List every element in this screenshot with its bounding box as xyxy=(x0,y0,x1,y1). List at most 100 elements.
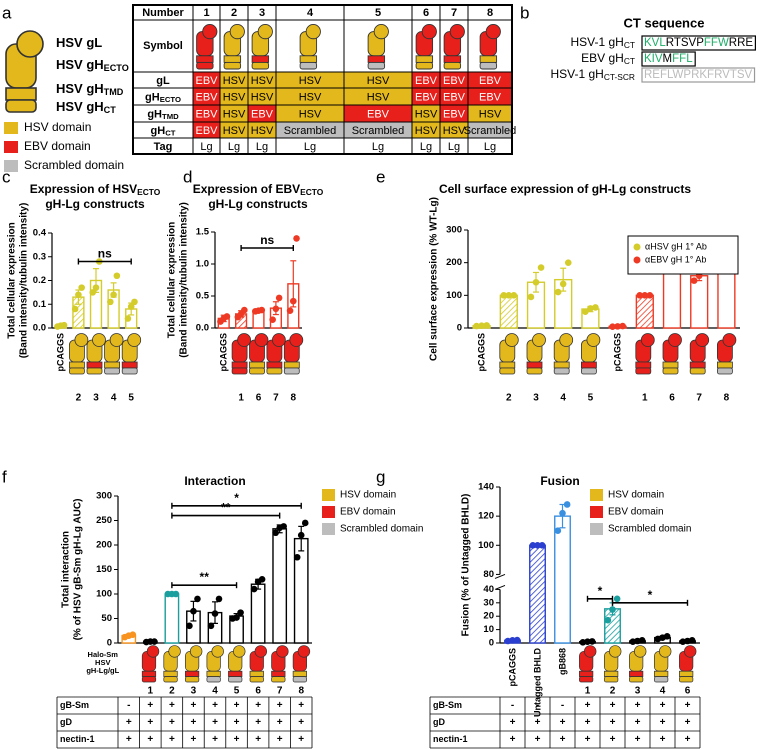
icon-tmd xyxy=(196,55,214,63)
icon-gl xyxy=(668,333,682,347)
icon-gl xyxy=(289,333,304,347)
condition-value: + xyxy=(585,700,591,711)
icon-ct xyxy=(141,676,157,683)
data-point xyxy=(614,323,621,330)
icon-gl xyxy=(373,24,389,40)
data-point xyxy=(563,501,571,508)
condition-value: + xyxy=(277,717,283,728)
construct-icon xyxy=(249,645,268,683)
data-point xyxy=(538,541,546,549)
data-point xyxy=(92,284,100,291)
icon-ct xyxy=(271,676,286,683)
icon-ct xyxy=(299,61,318,70)
condition-value: + xyxy=(535,717,541,728)
construct-icon xyxy=(662,333,682,375)
table-row-label: gHCT xyxy=(151,125,176,138)
sequence: REFLWPRKFRVTSV xyxy=(644,69,753,81)
condition-value: + xyxy=(212,734,218,745)
construct-icon xyxy=(553,333,574,375)
table-row-label-main: gL xyxy=(156,75,170,87)
data-point xyxy=(258,576,266,583)
sequence-box xyxy=(641,35,757,51)
condition-value: + xyxy=(147,700,153,711)
x-tick-label: 2 xyxy=(76,393,82,404)
x-tick-label: 8 xyxy=(298,686,304,697)
table-cell-text: Lg xyxy=(372,141,384,153)
condition-label: nectin-1 xyxy=(60,734,95,744)
table-row-label: Symbol xyxy=(143,40,183,52)
x-tick-label: 7 xyxy=(273,393,279,404)
x-tick-label: 8 xyxy=(724,393,730,404)
data-point xyxy=(269,316,276,323)
legend-label: HSV domain xyxy=(608,490,664,501)
icon-tmd xyxy=(121,361,138,369)
table-cell-text: EBV xyxy=(195,91,218,103)
sequence-box xyxy=(641,67,756,83)
icon-tmd xyxy=(249,670,264,677)
data-point xyxy=(275,294,283,302)
icon-ct xyxy=(121,367,138,375)
data-point xyxy=(510,292,518,299)
panel-letter: a xyxy=(2,3,12,22)
construct-icon xyxy=(629,645,647,683)
data-point xyxy=(297,531,305,539)
icon-tmd xyxy=(689,361,706,369)
table-cell-text: EBV xyxy=(479,75,502,87)
data-point xyxy=(131,298,138,306)
legend-swatch xyxy=(322,489,335,501)
table-cell-text: HSV xyxy=(251,125,274,137)
icon-tmd xyxy=(69,361,85,369)
table-cell-text: Lg xyxy=(448,141,460,153)
significance-label: ** xyxy=(221,501,231,515)
icon-tmd xyxy=(251,55,270,63)
icon-ct xyxy=(367,61,386,70)
x-tick-label: 2 xyxy=(169,686,175,697)
icon-gl xyxy=(695,333,710,347)
table-cell-text: EBV xyxy=(415,75,438,87)
icon-gl xyxy=(229,24,245,40)
condition-label: gB-Sm xyxy=(433,700,462,710)
data-point xyxy=(107,298,114,306)
condition-value: + xyxy=(635,734,641,745)
table-cell-text: Scrambled xyxy=(464,125,517,137)
data-point xyxy=(646,292,654,299)
icon-tmd xyxy=(292,670,307,677)
panel-letter: e xyxy=(376,167,385,186)
table-cell-text: HSV xyxy=(299,91,322,103)
data-point xyxy=(75,291,82,299)
x-tick-label: pCAGGS xyxy=(217,333,228,372)
chart-title-main: Expression of EBV xyxy=(193,182,300,196)
panel-letter: b xyxy=(520,3,529,22)
icon-tmd xyxy=(604,670,619,677)
y-tick-label: 200 xyxy=(96,540,112,551)
construct-icon xyxy=(121,333,142,375)
condition-value: + xyxy=(169,734,175,745)
panel-letter: g xyxy=(376,467,385,486)
table-row-label-main: gH xyxy=(145,91,160,103)
icon-gl xyxy=(586,333,601,347)
x-tick-label: 5 xyxy=(234,686,240,697)
condition-value: + xyxy=(510,717,516,728)
icon-tmd xyxy=(141,670,157,677)
icon-gl xyxy=(276,645,289,658)
icon-gl xyxy=(722,333,737,347)
icon-ct xyxy=(604,676,619,683)
y-tick-label: 10 xyxy=(483,624,494,635)
data-point xyxy=(272,305,280,313)
icon-ct xyxy=(499,367,516,375)
condition-value: + xyxy=(610,717,616,728)
chart-title-sub: ECTO xyxy=(137,187,161,197)
y-tick-label: 1.5 xyxy=(196,227,210,238)
bar xyxy=(272,528,288,644)
icon-gl xyxy=(254,333,269,347)
construct-icon xyxy=(479,24,501,70)
data-point xyxy=(250,585,258,593)
data-point xyxy=(554,288,562,296)
table-cell-text: HSV xyxy=(223,125,246,137)
icon-ct xyxy=(184,676,200,683)
x-tick-label: 3 xyxy=(191,686,197,697)
legend-label: Scrambled domain xyxy=(24,158,124,172)
y-axis-label: (Band intensity/tubulin intensity) xyxy=(179,202,190,358)
sequence-box xyxy=(641,51,696,67)
bar xyxy=(635,294,654,329)
